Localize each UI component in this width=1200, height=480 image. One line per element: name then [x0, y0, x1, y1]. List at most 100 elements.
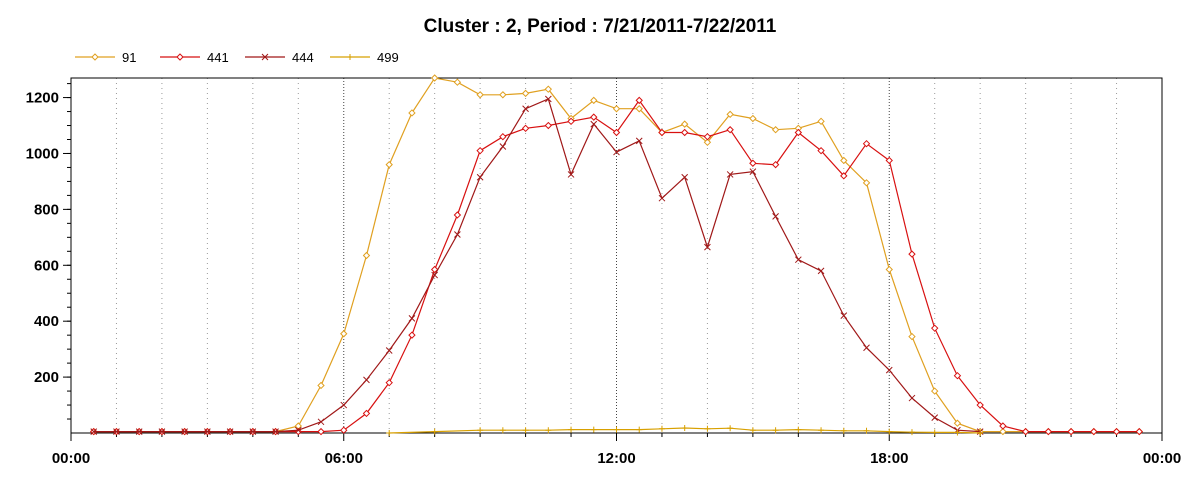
x-tick-label: 00:00 [52, 450, 90, 467]
data-point [476, 173, 484, 181]
data-point [176, 53, 184, 61]
data-point [1135, 427, 1143, 436]
data-point [567, 171, 575, 178]
data-point [317, 418, 325, 426]
data-point [408, 331, 416, 339]
data-point [590, 426, 597, 433]
data-point [817, 267, 825, 275]
data-point [613, 426, 620, 433]
data-point [635, 137, 643, 145]
data-point [613, 148, 620, 156]
data-point [680, 120, 689, 128]
series-444 [90, 95, 984, 435]
data-point [386, 430, 393, 436]
x-tick-label: 00:00 [1143, 450, 1181, 467]
data-point [590, 113, 598, 121]
data-point [272, 428, 279, 435]
y-axis: 200 400 600 800 1000 1200 [26, 83, 71, 420]
data-point [954, 429, 961, 436]
series-layer [90, 74, 1143, 436]
data-point [544, 95, 552, 103]
data-point [590, 120, 598, 128]
data-point [885, 265, 893, 274]
data-point [635, 105, 643, 113]
data-point [340, 401, 348, 409]
data-point [931, 387, 939, 395]
data-point [703, 132, 712, 141]
data-point [862, 139, 871, 148]
data-point [294, 426, 302, 434]
data-point [931, 414, 939, 421]
data-point [181, 428, 188, 435]
y-tick-label: 600 [34, 257, 59, 274]
data-point [771, 160, 780, 169]
data-point [953, 371, 962, 380]
data-point [91, 53, 99, 61]
data-point [636, 426, 643, 433]
data-point [499, 91, 507, 99]
data-point [658, 194, 666, 202]
data-point [704, 425, 711, 432]
data-point [749, 427, 756, 434]
data-point [840, 427, 847, 434]
data-point [522, 105, 529, 113]
data-point [931, 324, 939, 332]
data-point [908, 429, 915, 436]
data-point [999, 427, 1007, 436]
data-point [430, 265, 439, 274]
x-axis: 00:00 06:00 12:00 18:00 00:00 [52, 433, 1181, 467]
data-point [340, 330, 348, 338]
data-point [681, 173, 689, 181]
data-point [499, 132, 507, 141]
data-point [363, 376, 370, 384]
data-point [226, 428, 234, 435]
data-point [408, 315, 416, 322]
data-point [726, 126, 734, 134]
data-point [385, 160, 393, 169]
data-point [999, 422, 1007, 430]
data-point [931, 429, 938, 436]
data-point [749, 168, 757, 175]
legend-item: 499 [330, 50, 399, 65]
data-point [772, 213, 779, 220]
data-point [521, 89, 530, 98]
y-tick-label: 800 [34, 201, 59, 218]
data-point [408, 109, 416, 117]
data-point [818, 427, 825, 434]
data-point [340, 426, 348, 434]
data-point [703, 138, 712, 146]
data-point [726, 171, 734, 178]
data-point [204, 428, 211, 435]
data-point [90, 428, 98, 435]
data-point [347, 54, 353, 60]
data-point [545, 427, 552, 434]
y-tick-label: 200 [34, 369, 59, 386]
data-point [908, 394, 916, 402]
data-point [430, 74, 439, 82]
data-point [863, 344, 870, 352]
legend-label: 441 [207, 50, 229, 65]
data-point [908, 332, 916, 341]
data-point [658, 425, 665, 432]
data-point [135, 428, 143, 435]
data-point [953, 419, 962, 427]
data-point [499, 143, 507, 150]
data-point [453, 78, 462, 86]
data-point [385, 347, 393, 354]
legend-item: 441 [160, 50, 229, 65]
data-point [431, 271, 439, 279]
data-point [885, 156, 893, 165]
data-point [431, 428, 438, 435]
data-point [840, 312, 848, 319]
data-point [544, 85, 553, 93]
data-point [612, 128, 621, 137]
x-tick-label: 06:00 [325, 450, 363, 467]
data-point [522, 427, 529, 434]
data-point [317, 427, 325, 436]
data-point [612, 105, 621, 113]
x-tick-label: 12:00 [597, 450, 635, 467]
data-point [727, 425, 734, 432]
data-point [362, 251, 371, 260]
legend-item: 91 [75, 50, 136, 65]
